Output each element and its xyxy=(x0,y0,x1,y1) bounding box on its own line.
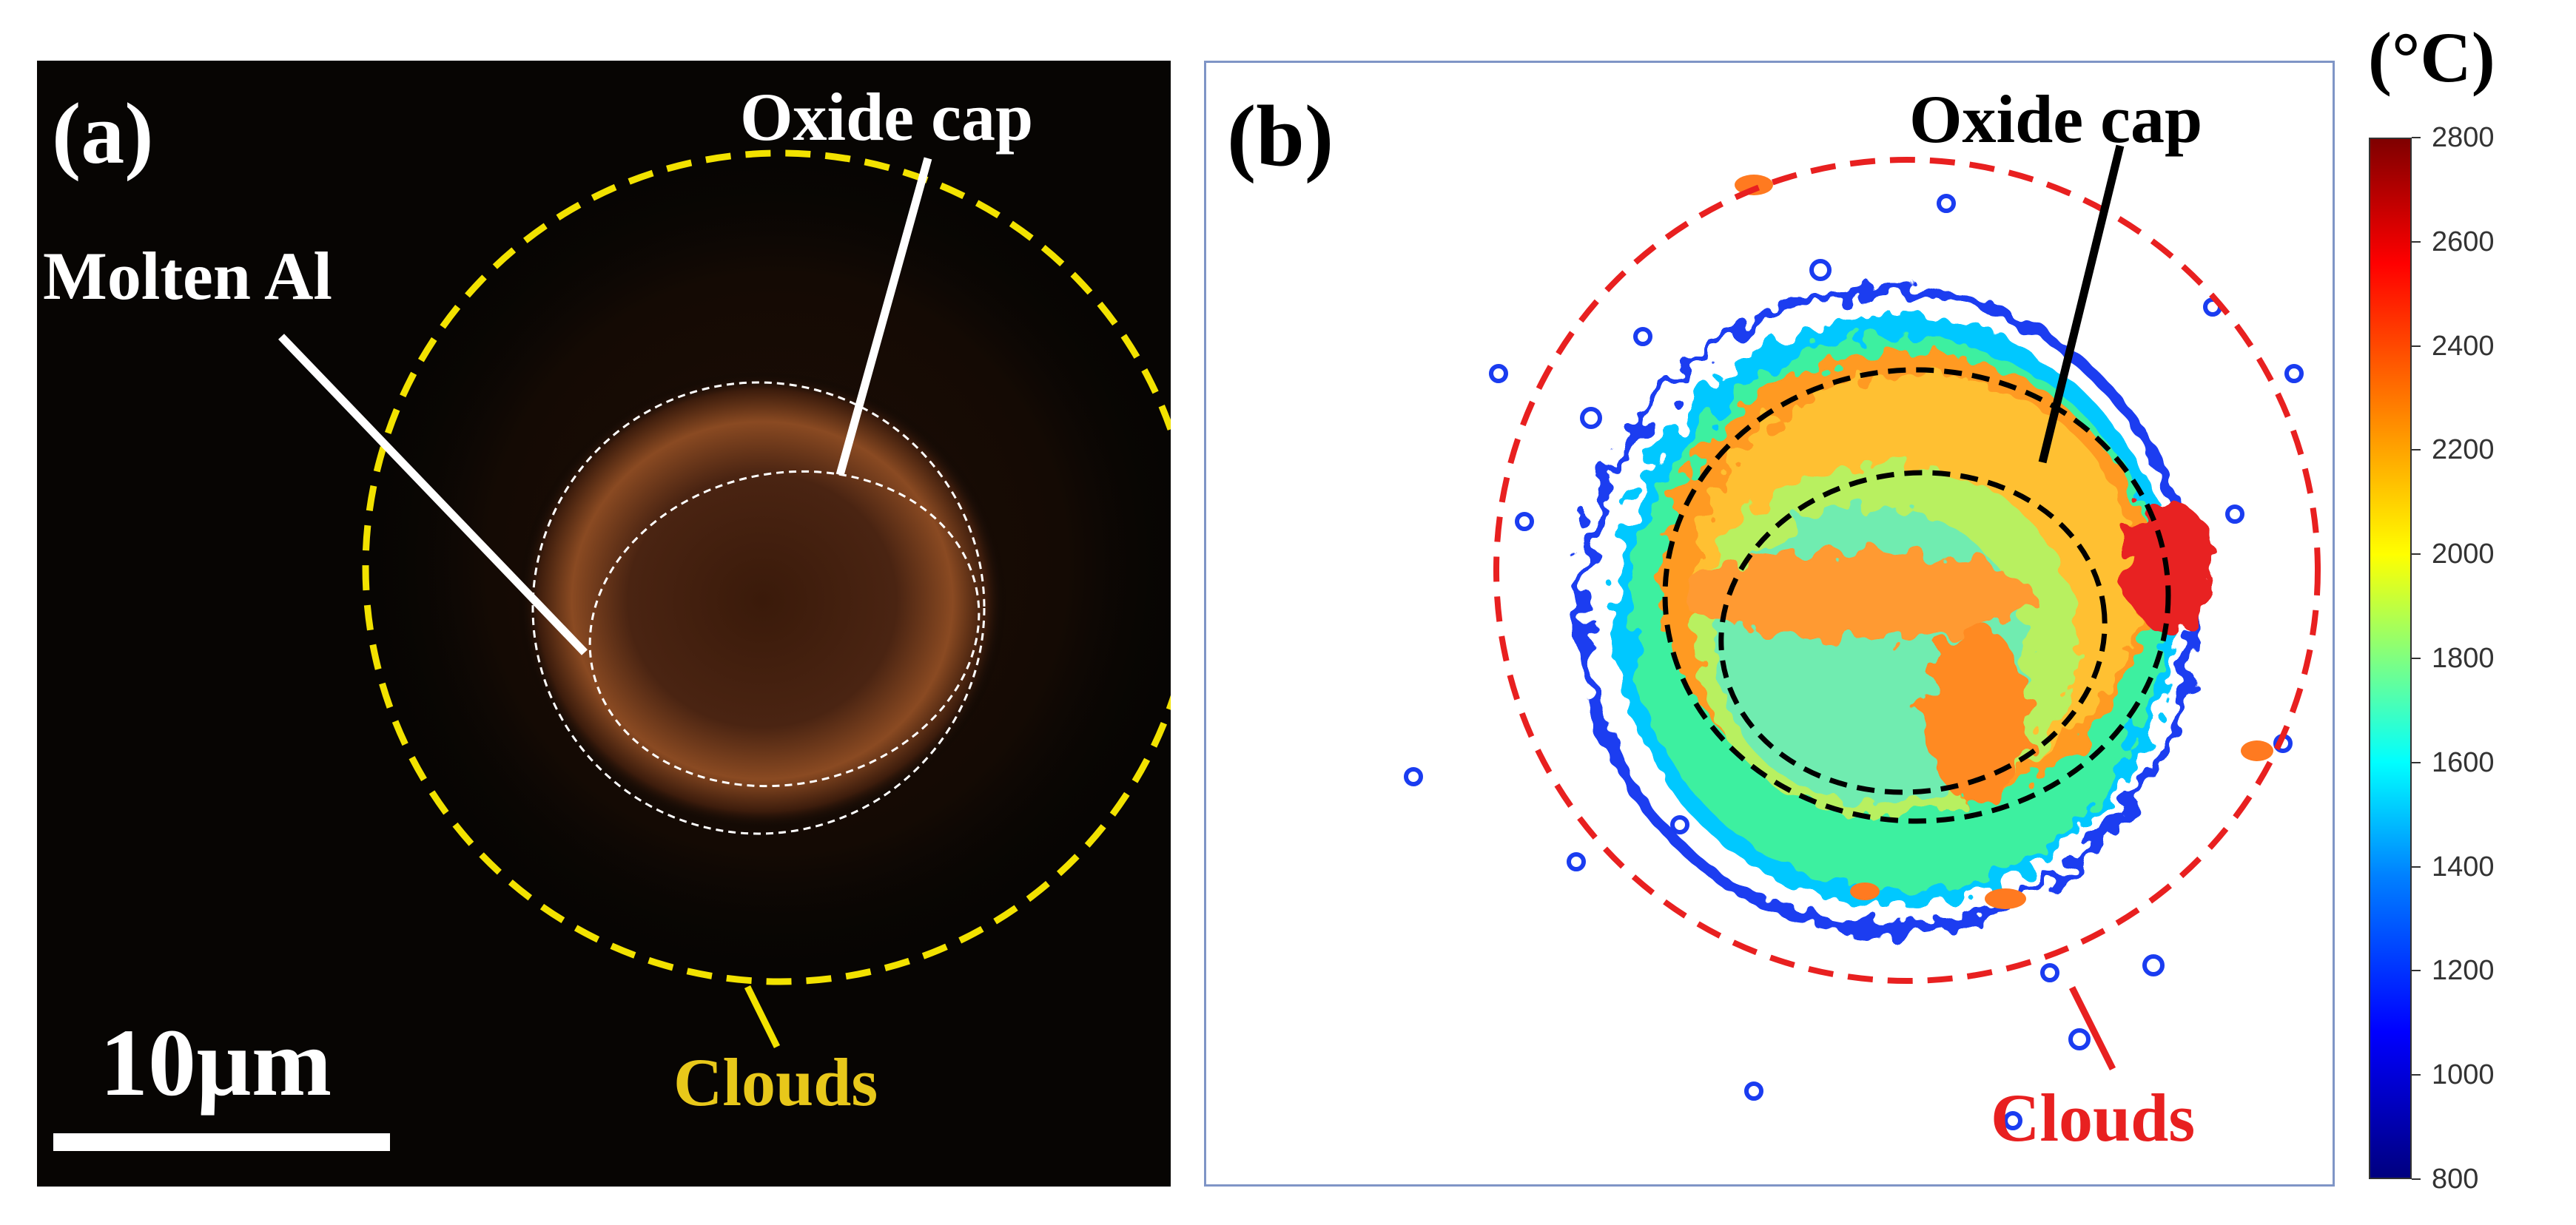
colorbar-tick-mark xyxy=(2412,345,2421,347)
oxide-cap-outline-b xyxy=(1662,367,2171,824)
oxide-cap-label-a: Oxide cap xyxy=(740,79,1034,155)
clouds-pointer-b xyxy=(2068,985,2116,1071)
colorbar-tick-mark xyxy=(2412,658,2421,659)
clouds-label-a: Clouds xyxy=(673,1045,878,1120)
colorbar-tick-label: 2000 xyxy=(2432,539,2495,570)
speckles xyxy=(1404,194,2304,1130)
colorbar-tick-mark xyxy=(2412,240,2421,243)
panel-b-label: (b) xyxy=(1227,87,1334,184)
hot-speckles xyxy=(1735,175,2273,909)
panel-b-temperature-map: (b) Oxide cap Clouds xyxy=(1204,61,2335,1187)
colorbar-tick-label: 1000 xyxy=(2432,1059,2495,1091)
panel-a-image: (a) Oxide cap Molten Al Clouds 10µm xyxy=(37,61,1171,1187)
colorbar-tick-mark xyxy=(2412,1178,2421,1180)
molten-al-outline xyxy=(588,470,981,788)
clouds-label-b: Clouds xyxy=(1991,1080,2196,1155)
panel-a-graphics xyxy=(53,149,1171,1151)
colorbar-tick-label: 2200 xyxy=(2432,434,2495,466)
colorbar-tick-label: 2600 xyxy=(2432,226,2495,257)
colorbar-tick-mark xyxy=(2412,553,2421,556)
colorbar-unit: (°C) xyxy=(2368,18,2495,97)
colorbar-tick-label: 1200 xyxy=(2432,955,2495,987)
colorbar-tick-label: 2400 xyxy=(2432,330,2495,362)
colorbar-tick-mark xyxy=(2412,865,2421,868)
panel-b-graphics xyxy=(1404,144,2321,1130)
colorbar-tick-mark xyxy=(2412,970,2421,972)
molten-al-outline-b xyxy=(1718,470,2108,795)
colorbar-tick-label: 1800 xyxy=(2432,643,2495,674)
oxide-cap-label-b: Oxide cap xyxy=(1909,81,2203,157)
glow-region xyxy=(518,371,1006,830)
oxide-cap-pointer-b xyxy=(2038,144,2125,464)
oxide-cap-pointer xyxy=(835,157,932,476)
scale-bar-label: 10µm xyxy=(100,1010,332,1116)
oxide-cap-outline xyxy=(531,381,986,835)
colorbar-tick-mark xyxy=(2412,761,2421,763)
clouds-circle xyxy=(362,149,1171,985)
molten-al-label: Molten Al xyxy=(43,238,332,314)
colorbar-tick-mark xyxy=(2412,137,2421,138)
colorbar-tick-label: 800 xyxy=(2432,1164,2479,1195)
clouds-pointer xyxy=(744,985,781,1048)
temperature-field xyxy=(1576,285,2213,936)
colorbar-tick-label: 2800 xyxy=(2432,122,2495,153)
scale-bar xyxy=(53,1133,390,1151)
colorbar-tick-label: 1600 xyxy=(2432,746,2495,778)
clouds-circle-b xyxy=(1493,157,2321,984)
colorbar xyxy=(2369,138,2412,1179)
colorbar-tick-label: 1400 xyxy=(2432,851,2495,883)
panel-a-label: (a) xyxy=(52,85,154,182)
colorbar-tick-mark xyxy=(2412,449,2421,451)
molten-al-pointer xyxy=(278,334,588,655)
colorbar-tick-mark xyxy=(2412,1074,2421,1076)
